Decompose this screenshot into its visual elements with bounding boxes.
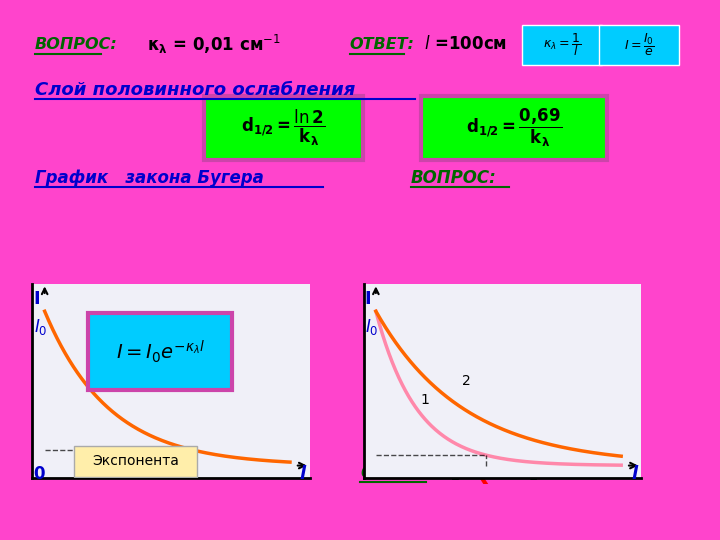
Text: $I = \dfrac{I_0}{e}$: $I = \dfrac{I_0}{e}$ bbox=[624, 32, 654, 58]
Text: ОТВЕТ:: ОТВЕТ: bbox=[350, 37, 415, 52]
FancyBboxPatch shape bbox=[421, 96, 607, 160]
Text: l: l bbox=[300, 465, 306, 483]
Text: l: l bbox=[631, 465, 637, 483]
FancyBboxPatch shape bbox=[73, 446, 197, 477]
FancyBboxPatch shape bbox=[204, 96, 364, 160]
Text: $I = I_0 e^{-\kappa_\lambda l}$: $I = I_0 e^{-\kappa_\lambda l}$ bbox=[115, 338, 204, 365]
Text: I: I bbox=[34, 290, 40, 308]
Text: $\mathbf{\kappa_\lambda}$ = 0,01 см$^{-1}$: $\mathbf{\kappa_\lambda}$ = 0,01 см$^{-1… bbox=[147, 33, 281, 56]
FancyBboxPatch shape bbox=[523, 25, 603, 65]
Text: ❮: ❮ bbox=[472, 462, 491, 484]
FancyBboxPatch shape bbox=[88, 313, 233, 390]
Text: I: I bbox=[365, 290, 372, 308]
Text: Слой половинного ослабления: Слой половинного ослабления bbox=[35, 80, 356, 99]
Text: $\mathbf{d_{1/2} = \dfrac{0{,}69}{k_\lambda}}$: $\mathbf{d_{1/2} = \dfrac{0{,}69}{k_\lam… bbox=[466, 107, 562, 149]
Text: $I_0$: $I_0$ bbox=[365, 316, 378, 337]
Text: $l$ =100см: $l$ =100см bbox=[424, 36, 508, 53]
FancyBboxPatch shape bbox=[599, 25, 679, 65]
Text: $\mathbf{к_1}$: $\mathbf{к_1}$ bbox=[516, 464, 538, 482]
Text: ВОПРОС:: ВОПРОС: bbox=[35, 37, 118, 52]
Text: $I_0$: $I_0$ bbox=[34, 316, 47, 337]
Text: ОТВЕТ:: ОТВЕТ: bbox=[360, 464, 428, 482]
Text: $\mathbf{d_{1/2} = \dfrac{\ln 2}{k_\lambda}}$: $\mathbf{d_{1/2} = \dfrac{\ln 2}{k_\lamb… bbox=[241, 108, 325, 148]
Text: $\kappa_\lambda = \dfrac{1}{l}$: $\kappa_\lambda = \dfrac{1}{l}$ bbox=[544, 31, 582, 58]
Text: 2: 2 bbox=[462, 374, 470, 388]
Text: $\mathbf{к_2}$: $\mathbf{к_2}$ bbox=[438, 464, 460, 482]
Text: Экспонента: Экспонента bbox=[92, 454, 179, 468]
Text: ВОПРОС:: ВОПРОС: bbox=[410, 168, 497, 187]
Text: График   закона Бугера: График закона Бугера bbox=[35, 168, 264, 187]
Text: 1: 1 bbox=[420, 393, 429, 407]
Text: 0: 0 bbox=[34, 465, 45, 483]
